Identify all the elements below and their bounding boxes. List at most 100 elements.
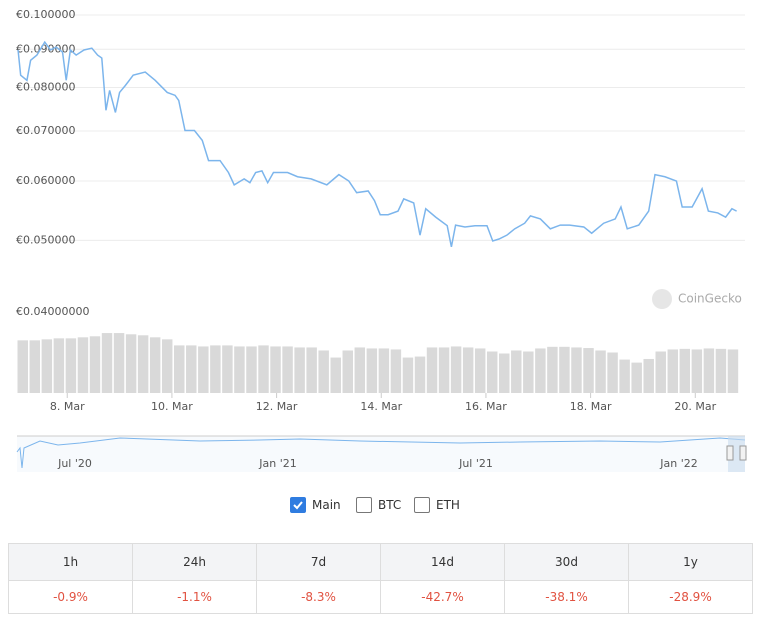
toggle[interactable]: Main	[290, 497, 341, 513]
volume-bar	[234, 346, 245, 393]
toggle[interactable]: ETH	[414, 497, 460, 513]
volume-bar	[29, 340, 41, 393]
header-row: 1h 24h 7d 14d 30d 1y	[8, 543, 753, 581]
volume-bar	[619, 359, 630, 393]
watermark-logo	[652, 289, 672, 309]
performance-table: 1h 24h 7d 14d 30d 1y -0.9% -1.1% -8.3% -42.7% -38…	[8, 543, 753, 614]
header-cell: 30d	[504, 543, 629, 581]
navigator-range[interactable]	[728, 436, 745, 472]
navigator-handle[interactable]	[726, 445, 734, 461]
volume-bar	[655, 351, 666, 393]
value-cell: -0.9%	[8, 580, 133, 614]
volume-bar	[511, 350, 522, 393]
checkbox[interactable]	[414, 497, 430, 513]
x-tick-label: 16. Mar	[465, 400, 507, 413]
volume-bar	[294, 347, 305, 393]
x-tick-label: 20. Mar	[674, 400, 716, 413]
volume-bar	[703, 348, 715, 393]
volume-bar	[186, 345, 197, 393]
navigator-line	[16, 437, 746, 469]
toggle-label: ETH	[436, 498, 460, 512]
toggle[interactable]: BTC	[356, 497, 401, 513]
x-tick-label: 10. Mar	[151, 400, 193, 413]
x-tick-label: 8. Mar	[50, 400, 85, 413]
watermark: CoinGecko	[678, 292, 742, 306]
volume-bar	[282, 346, 293, 393]
chart: CoinGecko €0.100000 €0.090000 €0.080000 €0.…	[16, 8, 747, 472]
x-tick-label: 18. Mar	[570, 400, 612, 413]
volume-bar	[342, 350, 353, 393]
y2-tick-label: €0.04000000	[16, 305, 89, 318]
volume-bar	[17, 340, 28, 393]
volume-bar	[523, 351, 534, 393]
navigator-handle[interactable]	[739, 445, 747, 461]
volume-bar	[499, 353, 510, 393]
volume-bar	[41, 339, 53, 393]
x-tick-label: 12. Mar	[256, 400, 298, 413]
navigator-label: Jan '21	[258, 457, 296, 470]
value-row: -0.9% -1.1% -8.3% -42.7% -38.1% -28.9%	[8, 580, 753, 614]
volume-bar	[89, 336, 101, 393]
volume-bar	[547, 346, 558, 393]
navigator-label: Jul '21	[458, 457, 493, 470]
volume-bar	[595, 350, 606, 393]
volume-bar	[426, 347, 438, 393]
volume-bar	[378, 348, 390, 393]
y-tick-label: €0.080000	[16, 81, 76, 94]
volume-bar	[450, 346, 462, 393]
volume-bar	[402, 357, 414, 393]
volume-bar	[65, 338, 77, 393]
volume-bar	[462, 347, 474, 393]
y-tick-label: €0.060000	[16, 174, 76, 187]
volume-bar	[222, 345, 233, 393]
volume-bar	[414, 356, 426, 393]
volume-bar	[571, 347, 582, 393]
volume-bar	[390, 349, 402, 393]
header-cell: 1h	[8, 543, 133, 581]
volume-bar	[246, 346, 257, 393]
y-tick-label: €0.090000	[16, 42, 76, 55]
volume-bar	[149, 337, 161, 393]
value-cell: -42.7%	[380, 580, 505, 614]
checkbox[interactable]	[356, 497, 372, 513]
volume-bar	[486, 351, 498, 393]
navigator	[17, 436, 745, 472]
y-tick-label: €0.050000	[16, 233, 76, 246]
volume-bar	[113, 333, 125, 393]
volume-bar	[198, 346, 209, 393]
volume-bar	[137, 335, 149, 393]
volume-bar	[210, 345, 221, 393]
volume-bar	[727, 349, 739, 393]
y-tick-label: €0.070000	[16, 124, 76, 137]
header-cell: 24h	[132, 543, 257, 581]
volume-bar	[667, 349, 679, 393]
volume-bar	[607, 352, 618, 393]
volume-bar	[125, 334, 137, 393]
volume-bar	[77, 337, 89, 393]
value-cell: -1.1%	[132, 580, 257, 614]
volume-bar	[174, 345, 185, 393]
x-tick-label: 14. Mar	[360, 400, 402, 413]
volume-bar	[643, 358, 654, 393]
volume-bar	[631, 362, 642, 393]
value-cell: -28.9%	[628, 580, 753, 614]
volume-bar	[306, 347, 317, 393]
volume-bar	[330, 357, 341, 393]
value-cell: -38.1%	[504, 580, 629, 614]
header-cell: 14d	[380, 543, 505, 581]
volume-bar	[438, 347, 450, 393]
toggle-label: BTC	[378, 498, 402, 512]
volume-bar	[53, 338, 65, 393]
navigator-label: Jul '20	[57, 457, 92, 470]
volume-bar	[354, 347, 366, 393]
toggle-label: Main	[312, 498, 341, 512]
checkbox[interactable]	[290, 497, 306, 513]
price-line	[17, 40, 737, 248]
check-icon	[293, 501, 303, 510]
volume-bar	[270, 346, 281, 393]
value-cell: -8.3%	[256, 580, 381, 614]
volume-bar	[474, 348, 486, 393]
volume-bar	[691, 349, 703, 393]
volume-bar	[535, 348, 546, 393]
